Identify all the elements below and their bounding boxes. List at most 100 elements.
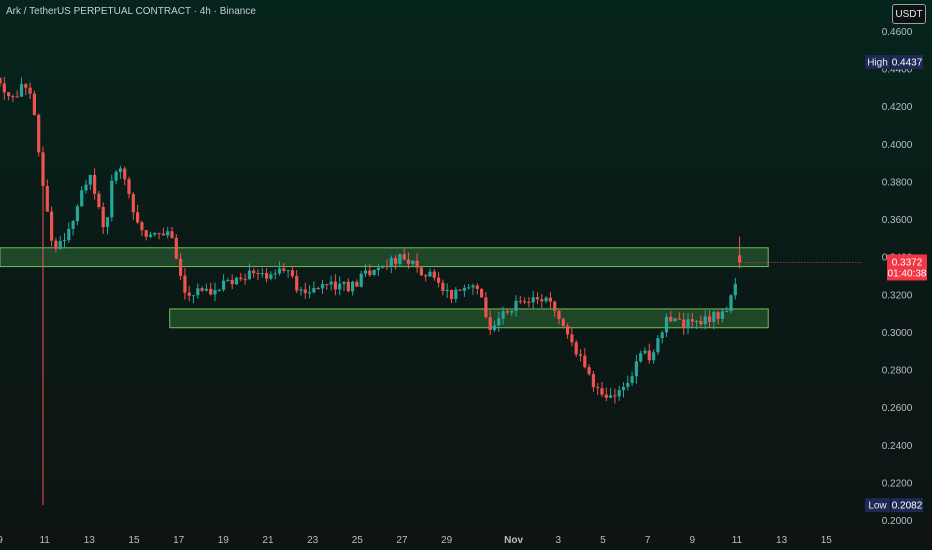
price-axis[interactable]: 0.46000.44000.42000.40000.38000.36000.34…	[882, 27, 913, 527]
candle-body	[71, 221, 75, 229]
candle-body	[217, 289, 221, 291]
candle-body	[445, 289, 449, 291]
chart-title: Ark / TetherUS PERPETUAL CONTRACT · 4h ·…	[6, 6, 256, 17]
y-tick-label: 0.3800	[882, 177, 913, 188]
low-badge-label: Low	[868, 501, 887, 512]
candle-body	[389, 258, 393, 267]
candle-body	[15, 96, 19, 98]
candle-body	[67, 228, 71, 241]
candle-body	[402, 254, 406, 260]
candle-body	[419, 267, 423, 276]
high-badge-label: High	[867, 58, 888, 69]
candle-body	[716, 312, 720, 319]
candle-body	[105, 217, 110, 228]
candle-body	[37, 114, 41, 153]
x-tick-label: 23	[307, 535, 319, 546]
candle-body	[394, 258, 398, 264]
x-tick-label: 15	[128, 535, 140, 546]
y-tick-label: 0.4400	[882, 65, 913, 76]
time-axis[interactable]: 9 11 13 15 17 19 21 23 25 27 29 Nov 3 5 7 9 11 13 15	[0, 535, 832, 546]
candle-body	[428, 271, 432, 277]
candle-body	[458, 289, 462, 291]
candle-body	[24, 84, 28, 88]
candle-body	[41, 152, 45, 186]
x-tick-label: 11	[39, 535, 50, 546]
high-badge-value: 0.4437	[892, 58, 923, 69]
candle-body	[385, 266, 389, 268]
support-resistance-zones	[0, 247, 769, 329]
x-tick-label: 13	[84, 535, 96, 546]
candle-body	[346, 281, 350, 292]
candle-body	[471, 285, 475, 288]
candle-body	[269, 274, 273, 279]
candle-body	[712, 312, 716, 322]
candle-body	[312, 288, 316, 293]
candle-body	[557, 310, 561, 320]
candle-body	[252, 270, 256, 274]
candle-body	[196, 288, 200, 296]
candle-body	[54, 240, 58, 249]
candle-body	[170, 231, 174, 238]
candle-body	[449, 289, 454, 299]
currency-button[interactable]: USDT	[892, 4, 926, 24]
candle-body	[351, 281, 355, 292]
x-tick-label: 3	[556, 535, 562, 546]
candle-body	[19, 84, 24, 97]
candle-body	[368, 270, 372, 276]
candle-body	[686, 319, 690, 329]
candle-body	[290, 270, 294, 277]
x-tick-label: 5	[600, 535, 606, 546]
candle-body	[690, 319, 694, 322]
candle-body	[484, 297, 488, 318]
candle-body	[376, 267, 380, 270]
candle-body	[209, 288, 213, 295]
x-tick-label: 7	[645, 535, 651, 546]
candle-body	[256, 273, 260, 275]
candle-body	[50, 211, 54, 241]
candle-body	[84, 184, 88, 191]
candle-body	[187, 292, 191, 296]
y-tick-label: 0.3000	[882, 328, 913, 339]
candle-body	[101, 206, 105, 228]
high-badge-value-bg	[891, 55, 923, 70]
candle-body	[161, 233, 165, 236]
x-tick-label: 25	[352, 535, 364, 546]
candle-body	[286, 270, 290, 272]
candle-body	[157, 233, 161, 235]
candle-body	[561, 319, 565, 326]
candle-body	[372, 269, 376, 276]
candle-body	[733, 283, 737, 296]
candle-body	[630, 376, 634, 383]
candle-body	[699, 320, 703, 325]
candle-body	[239, 277, 243, 280]
candle-body	[707, 316, 712, 322]
low-badge-value-bg	[891, 498, 923, 513]
candle-body	[480, 288, 484, 298]
candle-body	[398, 254, 402, 264]
zone-0	[0, 247, 769, 268]
candle-body	[441, 282, 445, 291]
candle-body	[204, 288, 208, 291]
candle-body	[28, 87, 32, 94]
candle-body	[355, 281, 359, 287]
candle-body	[600, 388, 604, 395]
candle-body	[497, 318, 501, 326]
candle-body	[720, 311, 724, 319]
y-tick-label: 0.4200	[882, 102, 913, 113]
x-tick-label: 9	[0, 535, 3, 546]
candle-body	[97, 193, 101, 207]
low-badge-value: 0.2082	[892, 501, 923, 512]
y-tick-label: 0.3200	[882, 290, 913, 301]
candle-body	[596, 387, 600, 389]
candle-body	[75, 206, 79, 222]
candle-body	[462, 287, 466, 291]
candle-body	[467, 287, 471, 289]
candle-body	[45, 185, 49, 212]
candle-body	[114, 171, 118, 181]
candle-body	[406, 259, 411, 264]
candle-body	[58, 241, 62, 249]
candle-body	[643, 350, 647, 354]
x-tick-label: 13	[776, 535, 788, 546]
candle-body	[230, 280, 234, 285]
